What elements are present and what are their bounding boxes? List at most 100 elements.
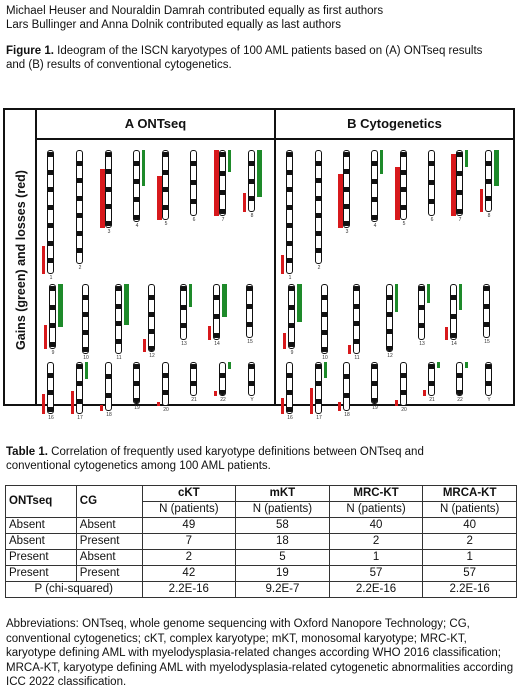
chromosome-band [419,286,424,291]
chromosome-number: 13 [181,341,187,347]
chromosome-band [77,381,82,386]
chromosome-band [48,390,53,395]
loss-bar [395,400,398,406]
chromosome-band [48,258,53,263]
chromosome-band [316,399,321,404]
chromosome-body [190,150,197,216]
chromosome-body [286,150,293,274]
gain-bar [124,284,129,325]
loss-bar [214,150,219,216]
chromosome-band [401,390,406,395]
gain-bar [85,362,88,379]
chromosome-number: 7 [458,217,462,223]
chromosome-band [220,152,225,157]
chromosome-number: 2 [78,265,82,271]
gain-bar [142,150,145,186]
chromosome-band [419,323,424,328]
chromosome-band [214,314,219,319]
chromosome-band [322,312,327,317]
cell-mkt: 5 [235,549,330,566]
cell-ckt: 7 [141,533,237,550]
chromosome-band [116,304,121,309]
chromosome-band [457,190,462,195]
chromosome-body [248,362,255,396]
gain-bar [297,284,302,322]
table-caption-text: Correlation of frequently used karyotype… [47,446,424,458]
chromosome-band [48,223,53,228]
chromosome-band [289,342,294,347]
chromosome-body [162,150,169,220]
chromosome-band [106,204,111,209]
chromosome-body [343,150,350,228]
cell-mrc-kt: 40 [328,517,424,534]
chromosome-number: 15 [484,339,490,345]
author-note-first: Michael Heuser and Nouraldin Damrah cont… [6,5,384,17]
chromosome-band [344,169,349,174]
chromosome-band [83,312,88,317]
cell-mrca-kt: 40 [422,517,517,534]
chromosome-band [77,178,82,183]
chromosome-band [344,152,349,157]
chromosome-number: 17 [77,415,83,421]
subheader: N (patients) [422,501,517,518]
header-mkt: mKT [235,485,330,502]
chromosome-number: 13 [419,341,425,347]
chromosome-band [372,179,377,184]
cell-ckt: 2 [141,549,237,566]
subheader: N (patients) [328,501,424,518]
chromosome-band [387,312,392,317]
chromosome-number: 21 [429,397,435,403]
chromosome-body [343,362,350,411]
chromosome-body [418,284,425,340]
chromosome-band [316,178,321,183]
chromosome-band [287,258,292,263]
header-ontseq: ONTseq [5,485,77,518]
chromosome-band [77,161,82,166]
chromosome-band [316,196,321,201]
chromosome-band [50,286,55,291]
chromosome-band [149,295,154,300]
chromosome-band [287,407,292,412]
chromosome-number: 12 [149,353,155,359]
chromosome-body [371,362,378,404]
chromosome-band [181,286,186,291]
chromosome-band [354,286,359,291]
ideogram-figure: Gains (green) and losses (red) A ONTseq … [3,108,515,421]
chromosome-band [149,329,154,334]
chromosome-number: 16 [287,415,293,421]
chromosome-number: 11 [354,355,360,361]
chromosome-band [457,171,462,176]
chromosome-band [191,199,196,204]
chromosome-body [386,284,393,352]
chromosome-number: 1 [49,275,53,281]
chromosome-body [47,362,54,414]
chromosome-band [287,223,292,228]
cell-ontseq: Absent [5,533,77,550]
chromosome-band [486,161,491,166]
chromosome-body [485,150,492,212]
chromosome-band [134,179,139,184]
chromosome-band [50,342,55,347]
chromosome-body [248,150,255,212]
chromosome-number: 15 [247,339,253,345]
chromosome-number: 22 [220,397,226,403]
chromosome-band [48,170,53,175]
chromosome-band [191,381,196,386]
chromosome-band [106,169,111,174]
chromosome-band [116,286,121,291]
gain-bar [437,362,440,368]
chromosome-number: 10 [83,355,89,361]
chromosome-band [149,346,154,351]
chromosome-band [451,333,456,338]
chromosome-body [456,362,463,396]
chromosome-band [344,204,349,209]
chromosome-band [249,381,254,386]
figure-caption-label: Figure 1. [6,45,54,57]
chromosome-body [428,362,435,396]
loss-bar [214,391,217,396]
chromosome-band [322,295,327,300]
header-cg: CG [75,485,143,518]
chromosome-band [48,187,53,192]
chromosome-band [220,190,225,195]
p-value-mrca-kt: 2.2E-16 [422,581,517,598]
